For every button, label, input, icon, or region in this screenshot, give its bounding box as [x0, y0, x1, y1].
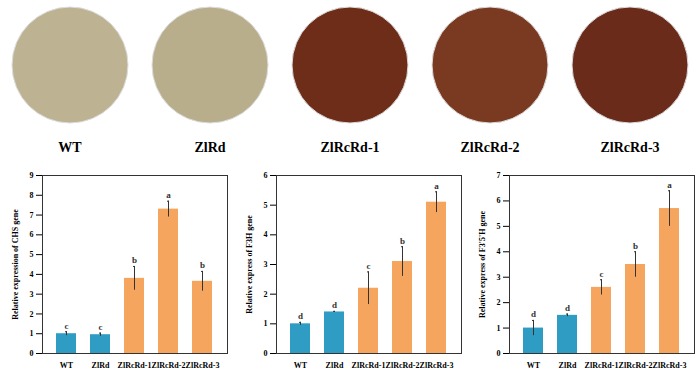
- svg-text:ZlRcRd-2: ZlRcRd-2: [152, 361, 186, 370]
- svg-text:2: 2: [263, 290, 267, 299]
- svg-text:ZlRcRd-1: ZlRcRd-1: [320, 140, 379, 155]
- svg-text:a: a: [434, 181, 439, 191]
- svg-text:c: c: [99, 322, 103, 332]
- svg-text:6: 6: [263, 171, 267, 180]
- svg-text:2: 2: [497, 298, 501, 307]
- svg-text:ZlRcRd-1: ZlRcRd-1: [351, 361, 385, 370]
- svg-text:5: 5: [263, 201, 267, 210]
- svg-text:0: 0: [30, 349, 34, 358]
- svg-text:0: 0: [263, 349, 267, 358]
- svg-text:5: 5: [30, 250, 34, 259]
- svg-text:c: c: [600, 269, 604, 279]
- svg-text:b: b: [399, 236, 404, 246]
- svg-text:1: 1: [30, 329, 34, 338]
- svg-text:WT: WT: [293, 361, 307, 370]
- svg-text:WT: WT: [60, 361, 74, 370]
- svg-text:d: d: [297, 311, 302, 321]
- svg-text:6: 6: [497, 196, 501, 205]
- svg-text:ZlRcRd-2: ZlRcRd-2: [460, 140, 519, 155]
- svg-text:0: 0: [497, 349, 501, 358]
- svg-text:Relative express of F3H gene: Relative express of F3H gene: [245, 215, 254, 314]
- svg-text:a: a: [166, 190, 171, 200]
- svg-text:ZlRcRd-1: ZlRcRd-1: [585, 361, 619, 370]
- svg-text:8: 8: [30, 191, 34, 200]
- svg-text:Relative express of F3'5'H gen: Relative express of F3'5'H gene: [478, 211, 487, 318]
- svg-text:ZlRd: ZlRd: [559, 361, 577, 370]
- svg-text:b: b: [132, 255, 137, 265]
- svg-text:2: 2: [30, 310, 34, 319]
- svg-text:ZlRcRd-2: ZlRcRd-2: [619, 361, 653, 370]
- svg-text:ZlRcRd-3: ZlRcRd-3: [419, 361, 453, 370]
- svg-text:5: 5: [497, 222, 501, 231]
- svg-text:b: b: [200, 260, 205, 270]
- svg-text:d: d: [565, 303, 570, 313]
- svg-text:WT: WT: [527, 361, 541, 370]
- svg-text:4: 4: [30, 270, 34, 279]
- svg-text:ZlRcRd-3: ZlRcRd-3: [186, 361, 220, 370]
- svg-text:3: 3: [497, 273, 501, 282]
- svg-text:b: b: [633, 241, 638, 251]
- svg-text:WT: WT: [58, 140, 82, 155]
- svg-text:4: 4: [263, 230, 267, 239]
- svg-text:d: d: [531, 309, 536, 319]
- svg-text:9: 9: [30, 171, 34, 180]
- svg-text:ZlRd: ZlRd: [92, 361, 110, 370]
- svg-text:ZlRcRd-3: ZlRcRd-3: [653, 361, 687, 370]
- svg-text:d: d: [331, 300, 336, 310]
- svg-text:c: c: [366, 261, 370, 271]
- svg-text:ZlRcRd-1: ZlRcRd-1: [118, 361, 152, 370]
- svg-text:6: 6: [30, 230, 34, 239]
- svg-text:a: a: [667, 180, 672, 190]
- svg-text:3: 3: [263, 260, 267, 269]
- svg-text:Relative expression of CHS gen: Relative expression of CHS gene: [11, 209, 20, 320]
- svg-text:ZlRcRd-2: ZlRcRd-2: [385, 361, 419, 370]
- svg-text:c: c: [65, 321, 69, 331]
- svg-text:ZlRd: ZlRd: [325, 361, 343, 370]
- svg-text:ZlRcRd-3: ZlRcRd-3: [600, 140, 659, 155]
- svg-text:1: 1: [497, 324, 501, 333]
- svg-text:3: 3: [30, 290, 34, 299]
- svg-text:1: 1: [263, 319, 267, 328]
- svg-text:ZlRd: ZlRd: [194, 140, 225, 155]
- svg-text:7: 7: [497, 171, 501, 180]
- svg-text:7: 7: [30, 211, 34, 220]
- svg-text:4: 4: [497, 247, 501, 256]
